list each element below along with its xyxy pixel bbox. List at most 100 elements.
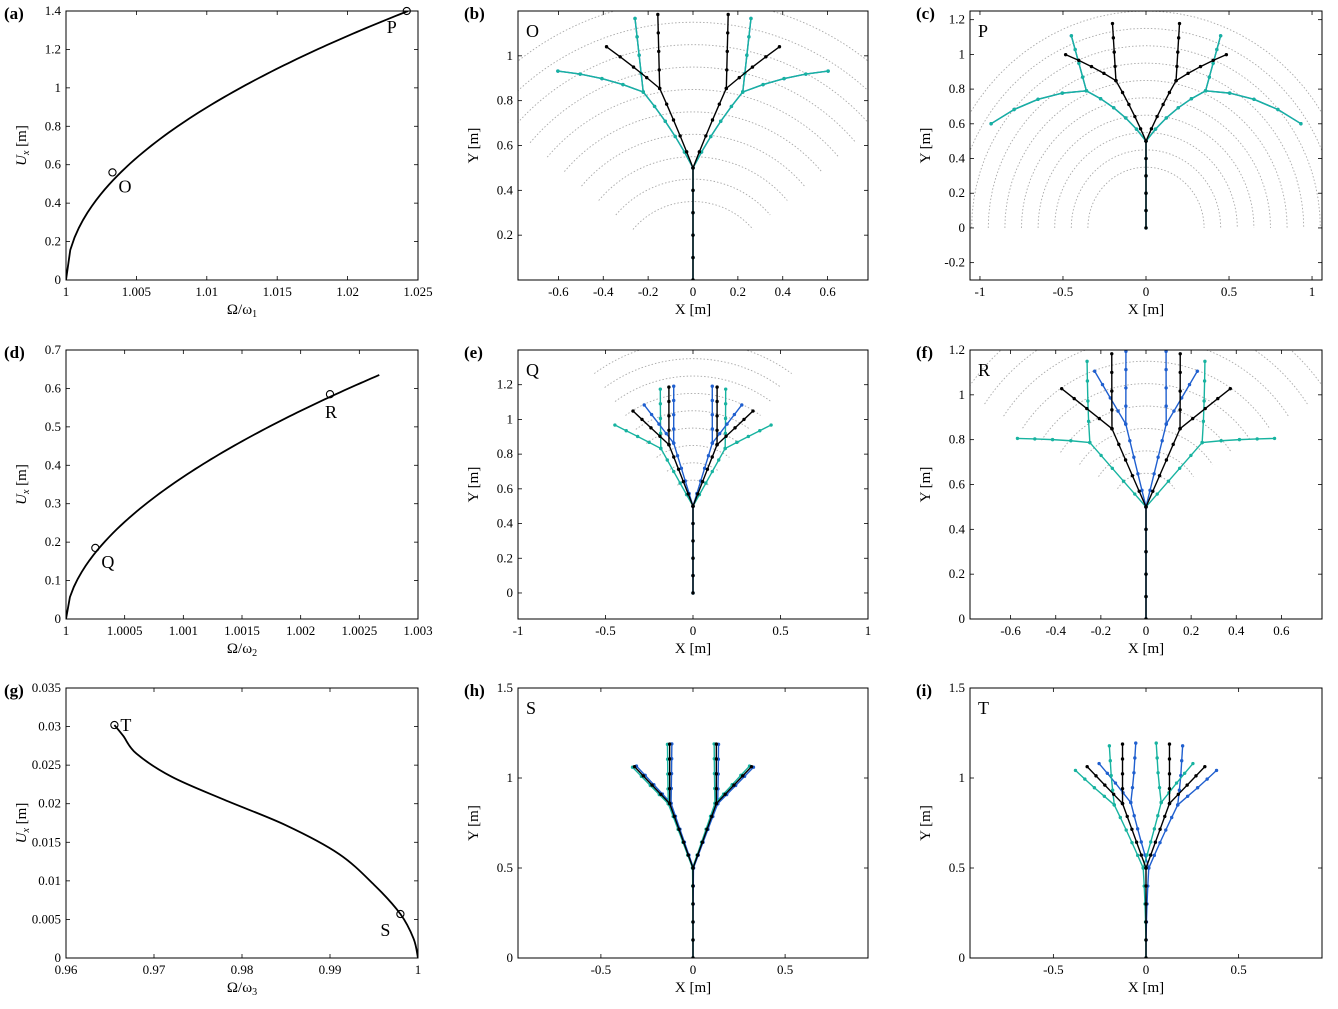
- node: [782, 76, 786, 81]
- node: [714, 742, 719, 746]
- node: [1177, 466, 1182, 470]
- node: [1176, 106, 1180, 110]
- x-tick-label: 0: [690, 962, 697, 977]
- node: [1124, 367, 1128, 372]
- arc: [1037, 114, 1255, 228]
- arc: [1003, 350, 1289, 417]
- node: [1147, 866, 1151, 870]
- node: [691, 188, 695, 193]
- node: [1127, 102, 1131, 107]
- node: [732, 412, 737, 417]
- node: [1144, 174, 1148, 178]
- node: [667, 742, 672, 746]
- node: [633, 16, 637, 21]
- y-tick-label: 0.005: [32, 911, 61, 926]
- panel-label: (c): [916, 4, 935, 23]
- x-tick-label: 1.015: [263, 284, 292, 299]
- node: [1255, 437, 1259, 441]
- y-tick-label: 0.6: [45, 380, 62, 395]
- node: [1144, 920, 1148, 924]
- node: [667, 772, 672, 776]
- node: [1139, 853, 1144, 857]
- y-tick-label: 0.1: [45, 573, 61, 588]
- x-tick-label: 1.0025: [341, 623, 377, 638]
- node: [1113, 64, 1117, 69]
- node: [1033, 437, 1037, 441]
- panel-f: R -0.6 -0.4 -0.2 0 0.2 0.4 0.6 0 0.2 0.4 0.6 0.8 1 1.2…: [916, 342, 1323, 657]
- node: [658, 431, 663, 436]
- node: [1097, 416, 1102, 421]
- beam-segment: [1113, 804, 1144, 869]
- y-tick-label: 0.6: [45, 157, 62, 172]
- node: [1124, 404, 1128, 408]
- node: [691, 166, 695, 170]
- node: [667, 428, 671, 432]
- beam-segment: [659, 88, 694, 169]
- node: [657, 49, 661, 54]
- node: [749, 16, 753, 21]
- beam-segment: [1111, 428, 1147, 508]
- x-tick-label: 1.01: [195, 284, 218, 299]
- node: [691, 233, 695, 237]
- y-tick-label: 0: [55, 272, 62, 287]
- node: [1172, 409, 1176, 413]
- node: [1036, 97, 1040, 102]
- y-tick-label: 0.4: [949, 521, 966, 536]
- node: [1110, 352, 1114, 356]
- node: [672, 814, 677, 819]
- y-tick-label: 0.8: [497, 446, 513, 461]
- node: [1167, 742, 1172, 746]
- y-tick-label: 0.025: [32, 757, 61, 772]
- node: [761, 82, 765, 87]
- beam-segment: [1121, 803, 1147, 869]
- node: [732, 783, 736, 787]
- node: [1111, 36, 1116, 40]
- node: [1177, 21, 1182, 26]
- node: [1099, 453, 1103, 458]
- node: [1133, 114, 1137, 119]
- node: [1132, 455, 1136, 459]
- node: [717, 458, 721, 462]
- node: [649, 426, 653, 430]
- node: [742, 417, 746, 422]
- node: [1218, 34, 1223, 38]
- node: [1136, 472, 1140, 476]
- beam-configuration: [631, 385, 755, 595]
- node: [600, 76, 604, 81]
- node: [1100, 382, 1105, 387]
- panel-label: (d): [4, 343, 25, 362]
- node: [1110, 427, 1114, 431]
- arc: [614, 375, 772, 402]
- node: [1151, 489, 1155, 493]
- node: [1189, 97, 1194, 101]
- y-tick-label: 0.8: [497, 93, 513, 108]
- node: [678, 481, 682, 485]
- beam-segment: [1142, 802, 1162, 869]
- node: [652, 104, 657, 109]
- panel-b: O -0.6 -0.4 -0.2 0 0.2 0.4 0.6 0.2 0.4 0.6 0.8 1 X [m…: [464, 4, 869, 318]
- node: [714, 757, 719, 761]
- node: [1086, 419, 1091, 424]
- node: [764, 55, 768, 59]
- node: [1178, 352, 1182, 356]
- node: [667, 786, 672, 791]
- node: [1200, 440, 1204, 445]
- node: [1130, 785, 1135, 790]
- beam-segment: [742, 70, 829, 93]
- plot-area: [970, 350, 1322, 619]
- node: [671, 427, 676, 431]
- node: [664, 102, 669, 106]
- beam-segment: [692, 448, 726, 507]
- y-tick-label: 0.035: [32, 680, 61, 695]
- node: [1214, 768, 1219, 773]
- node: [656, 12, 660, 17]
- arc: [1060, 405, 1232, 453]
- node: [672, 469, 676, 474]
- node: [631, 409, 635, 413]
- node: [1080, 75, 1085, 79]
- x-axis-label: X [m]: [675, 980, 711, 996]
- node: [1094, 774, 1098, 778]
- node: [667, 414, 671, 418]
- node: [656, 31, 660, 35]
- x-tick-label: 0: [690, 623, 697, 638]
